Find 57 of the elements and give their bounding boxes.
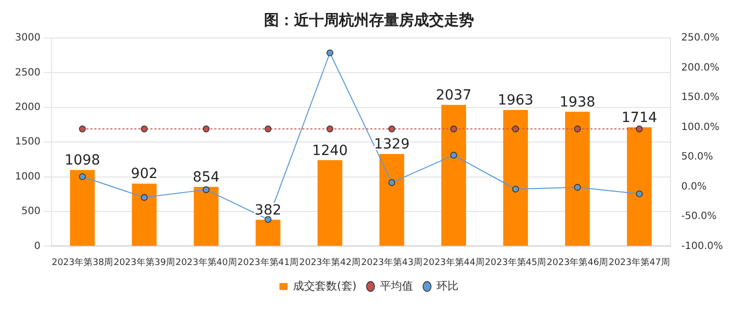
bar: [70, 170, 95, 246]
point: [574, 184, 581, 191]
y2-tick-label: 150.0%: [681, 92, 720, 104]
y2-tick-label: -50.0%: [681, 211, 717, 222]
y-tick-label: 3000: [14, 32, 40, 44]
data-label: 1938: [560, 94, 596, 110]
y2-tick-label: 200.0%: [681, 62, 720, 74]
point: [388, 179, 396, 186]
point: [450, 152, 458, 159]
x-tick-label: 2023年第46周: [546, 256, 608, 268]
x-tick-label: 2023年第41周: [237, 256, 299, 268]
x-tick-label: 2023年第43周: [361, 256, 422, 268]
y-tick-label: 2500: [14, 67, 40, 78]
legend-label: 平均值: [380, 279, 414, 292]
y2-tick-label: -100.0%: [681, 240, 724, 252]
legend-label: 环比: [436, 279, 459, 292]
y2-tick-label: 50.0%: [681, 152, 714, 163]
y2-tick-label: 0.0%: [681, 181, 707, 192]
x-tick-label: 2023年第45周: [484, 256, 546, 268]
point: [78, 173, 86, 180]
legend-label: 成交套数(套): [292, 279, 357, 292]
y2-tick-label: 100.0%: [681, 122, 720, 133]
data-label: 1714: [622, 110, 658, 126]
point: [140, 194, 148, 201]
y-tick-label: 0: [34, 240, 40, 252]
data-label: 1963: [498, 92, 534, 109]
bar: [132, 184, 157, 246]
y-tick-label: 1500: [14, 136, 40, 148]
point: [636, 190, 643, 198]
data-label: 2037: [436, 87, 472, 104]
bar: [441, 104, 466, 246]
y-tick-label: 2000: [14, 102, 40, 113]
data-label: 854: [192, 170, 220, 186]
y2-tick-label: 250.0%: [681, 32, 720, 44]
x-tick-label: 2023年第38周: [52, 256, 114, 268]
x-tick-label: 2023年第39周: [114, 256, 175, 268]
bar: [565, 112, 590, 246]
point: [512, 186, 519, 192]
y-tick-label: 500: [21, 206, 40, 218]
data-label: 1240: [312, 142, 348, 159]
bar: [503, 110, 528, 246]
chart-title: 图：近十周杭州存量房成交走势: [264, 10, 474, 29]
point: [326, 49, 334, 56]
x-tick-label: 2023年第44周: [423, 256, 484, 268]
bar: [379, 154, 404, 246]
data-label: 902: [130, 166, 158, 182]
x-tick-label: 2023年第47周: [608, 256, 670, 268]
bar: [194, 186, 219, 246]
bar: [318, 160, 342, 246]
x-tick-label: 2023年第42周: [299, 256, 361, 268]
data-label: 1329: [374, 136, 410, 153]
x-tick-label: 2023年第40周: [175, 256, 237, 268]
bar: [256, 220, 280, 246]
data-label: 1098: [64, 152, 100, 169]
y-tick-label: 1000: [14, 171, 40, 182]
bar: [626, 127, 652, 246]
point: [202, 186, 210, 194]
